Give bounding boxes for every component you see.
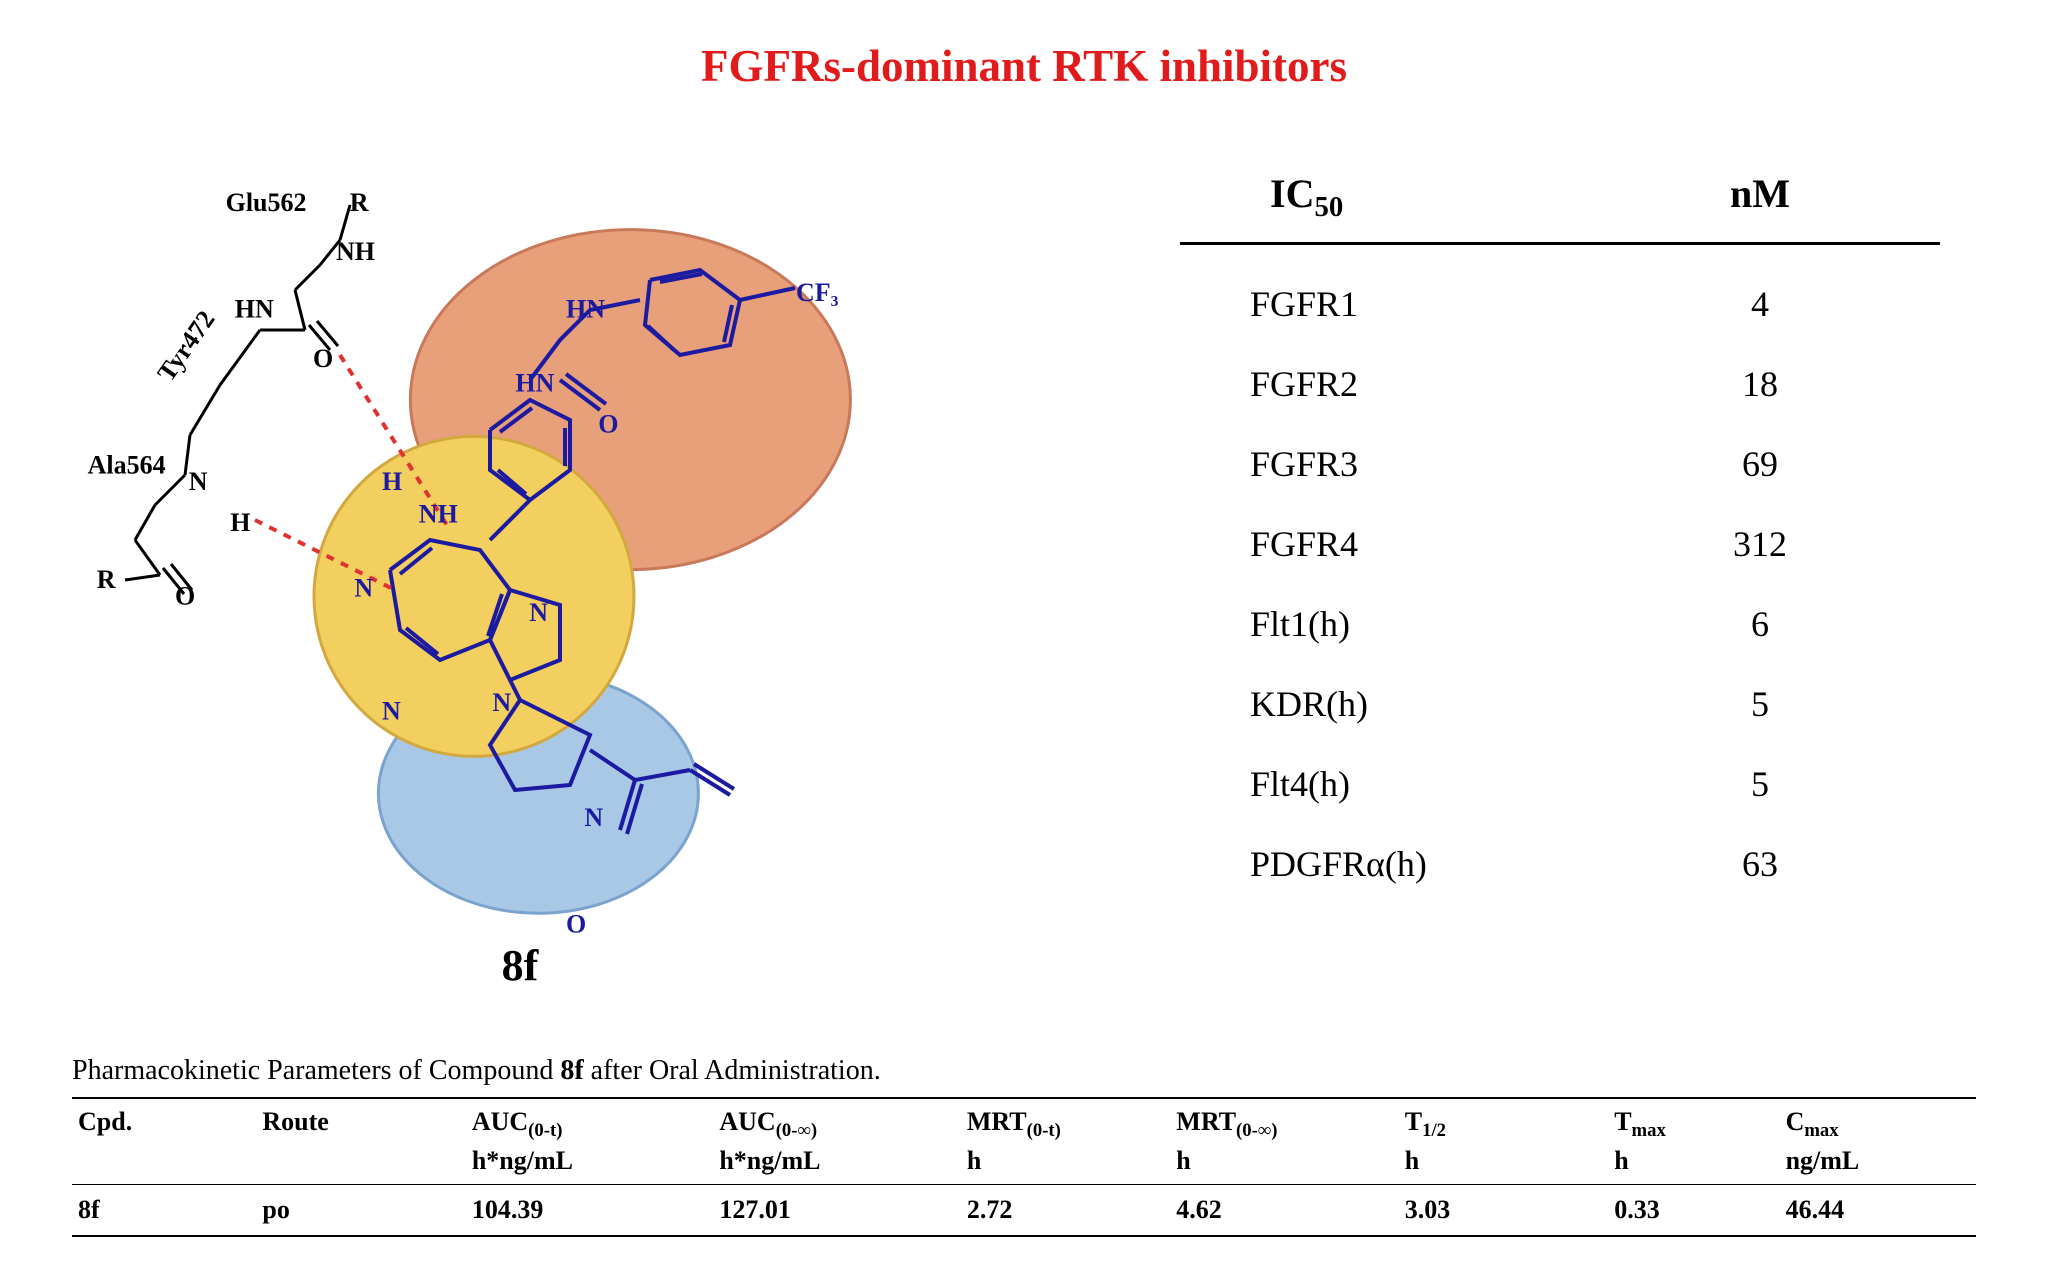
ic50-value: 63 xyxy=(1610,843,1910,885)
pk-col-unit: h xyxy=(1176,1146,1404,1176)
ic50-row: FGFR4312 xyxy=(1180,485,1940,565)
ic50-target: KDR(h) xyxy=(1180,683,1610,725)
svg-text:N: N xyxy=(382,696,401,725)
ic50-table: IC50 nM FGFR14FGFR218FGFR369FGFR4312Flt1… xyxy=(1180,160,1940,885)
ic50-value: 4 xyxy=(1610,283,1910,325)
pk-table: Pharmacokinetic Parameters of Compound 8… xyxy=(72,1055,1976,1237)
svg-text:N: N xyxy=(529,598,548,627)
pk-col-header: Tmax xyxy=(1614,1107,1785,1142)
svg-text:O: O xyxy=(313,344,333,373)
pk-cell: 4.62 xyxy=(1176,1195,1404,1225)
pk-col-header: MRT(0-∞) xyxy=(1176,1107,1404,1142)
ic50-target: Flt4(h) xyxy=(1180,763,1610,805)
ic50-row: FGFR218 xyxy=(1180,325,1940,405)
ic50-target: FGFR3 xyxy=(1180,443,1610,485)
svg-text:H: H xyxy=(230,508,250,537)
svg-text:HN: HN xyxy=(566,295,605,324)
pk-cell: 104.39 xyxy=(472,1195,720,1225)
pk-cell: 127.01 xyxy=(719,1195,967,1225)
ic50-ic-text: IC xyxy=(1270,171,1314,216)
ic50-header-nm: nM xyxy=(1610,170,1910,224)
pk-caption-post: after Oral Administration. xyxy=(584,1055,881,1086)
pk-col-header: Cmax xyxy=(1786,1107,1976,1142)
svg-text:NH: NH xyxy=(336,237,375,266)
svg-text:Tyr472: Tyr472 xyxy=(152,305,221,386)
ic50-target: PDGFRα(h) xyxy=(1180,843,1610,885)
ic50-target: FGFR1 xyxy=(1180,283,1610,325)
pk-rule-bottom xyxy=(72,1235,1976,1237)
pk-col-unit: h xyxy=(1614,1146,1785,1176)
pk-caption-bold: 8f xyxy=(560,1055,583,1086)
pk-col-header: Route xyxy=(262,1107,471,1142)
ic50-row: Flt4(h)5 xyxy=(1180,725,1940,805)
svg-text:O: O xyxy=(175,582,195,611)
ic50-value: 6 xyxy=(1610,603,1910,645)
ic50-target: FGFR4 xyxy=(1180,523,1610,565)
pk-caption: Pharmacokinetic Parameters of Compound 8… xyxy=(72,1055,1976,1097)
pk-caption-pre: Pharmacokinetic Parameters of Compound xyxy=(72,1055,560,1086)
pk-col-unit xyxy=(72,1146,262,1176)
svg-text:N: N xyxy=(492,688,511,717)
pk-cell: 46.44 xyxy=(1786,1195,1976,1225)
pk-col-header: AUC(0-t) xyxy=(472,1107,720,1142)
pk-head-units: h*ng/mLh*ng/mLhhhhng/mL xyxy=(72,1142,1976,1184)
pk-head: Cpd.RouteAUC(0-t)AUC(0-∞)MRT(0-t)MRT(0-∞… xyxy=(72,1099,1976,1142)
svg-text:N: N xyxy=(189,467,208,496)
molecule-diagram: Glu562Tyr472Ala564RNHHNONHROHNCF₃HNOHNHN… xyxy=(60,170,980,990)
title-text: FGFRs-dominant RTK inhibitors xyxy=(701,41,1347,91)
pk-cell: 0.33 xyxy=(1614,1195,1785,1225)
ic50-header-row: IC50 nM xyxy=(1180,160,1940,242)
compound-label: 8f xyxy=(60,940,980,991)
ic50-value: 312 xyxy=(1610,523,1910,565)
pk-col-header: T1/2 xyxy=(1405,1107,1614,1142)
pk-cell: 3.03 xyxy=(1405,1195,1614,1225)
svg-text:O: O xyxy=(566,910,586,939)
main-row: Glu562Tyr472Ala564RNHHNONHROHNCF₃HNOHNHN… xyxy=(0,170,2048,990)
pk-col-header: MRT(0-t) xyxy=(967,1107,1176,1142)
svg-text:N: N xyxy=(584,803,603,832)
ic50-target: FGFR2 xyxy=(1180,363,1610,405)
pk-col-unit: h xyxy=(1405,1146,1614,1176)
pk-cell: po xyxy=(262,1195,471,1225)
pk-col-header: AUC(0-∞) xyxy=(719,1107,967,1142)
svg-text:H: H xyxy=(382,467,402,496)
svg-text:NH: NH xyxy=(419,500,458,529)
ic50-ic-sub: 50 xyxy=(1314,191,1343,223)
page-title: FGFRs-dominant RTK inhibitors xyxy=(0,40,2048,92)
svg-text:Ala564: Ala564 xyxy=(88,450,166,479)
svg-text:HN: HN xyxy=(235,295,274,324)
pk-col-unit: ng/mL xyxy=(1786,1146,1976,1176)
ic50-value: 5 xyxy=(1610,683,1910,725)
ic50-body: FGFR14FGFR218FGFR369FGFR4312Flt1(h)6KDR(… xyxy=(1180,245,1940,885)
svg-text:N: N xyxy=(354,573,373,602)
svg-text:Glu562: Glu562 xyxy=(226,188,307,217)
ic50-value: 69 xyxy=(1610,443,1910,485)
ic50-row: KDR(h)5 xyxy=(1180,645,1940,725)
pk-cell: 8f xyxy=(72,1195,262,1225)
svg-text:R: R xyxy=(97,565,116,594)
ic50-header-ic: IC50 xyxy=(1180,170,1610,224)
pk-col-header: Cpd. xyxy=(72,1107,262,1142)
svg-text:O: O xyxy=(598,409,618,438)
pk-col-unit: h xyxy=(967,1146,1176,1176)
ic50-row: FGFR14 xyxy=(1180,245,1940,325)
ic50-value: 5 xyxy=(1610,763,1910,805)
pk-cell: 2.72 xyxy=(967,1195,1176,1225)
svg-text:HN: HN xyxy=(515,368,554,397)
pk-col-unit xyxy=(262,1146,471,1176)
ic50-target: Flt1(h) xyxy=(1180,603,1610,645)
pk-col-unit: h*ng/mL xyxy=(719,1146,967,1176)
pk-col-unit: h*ng/mL xyxy=(472,1146,720,1176)
svg-text:R: R xyxy=(350,188,369,217)
diagram-svg: Glu562Tyr472Ala564RNHHNONHROHNCF₃HNOHNHN… xyxy=(60,170,980,990)
ic50-row: PDGFRα(h)63 xyxy=(1180,805,1940,885)
ic50-row: Flt1(h)6 xyxy=(1180,565,1940,645)
pk-data-row: 8fpo104.39127.012.724.623.030.3346.44 xyxy=(72,1185,1976,1235)
svg-text:CF₃: CF₃ xyxy=(796,278,839,307)
ic50-value: 18 xyxy=(1610,363,1910,405)
ic50-row: FGFR369 xyxy=(1180,405,1940,485)
